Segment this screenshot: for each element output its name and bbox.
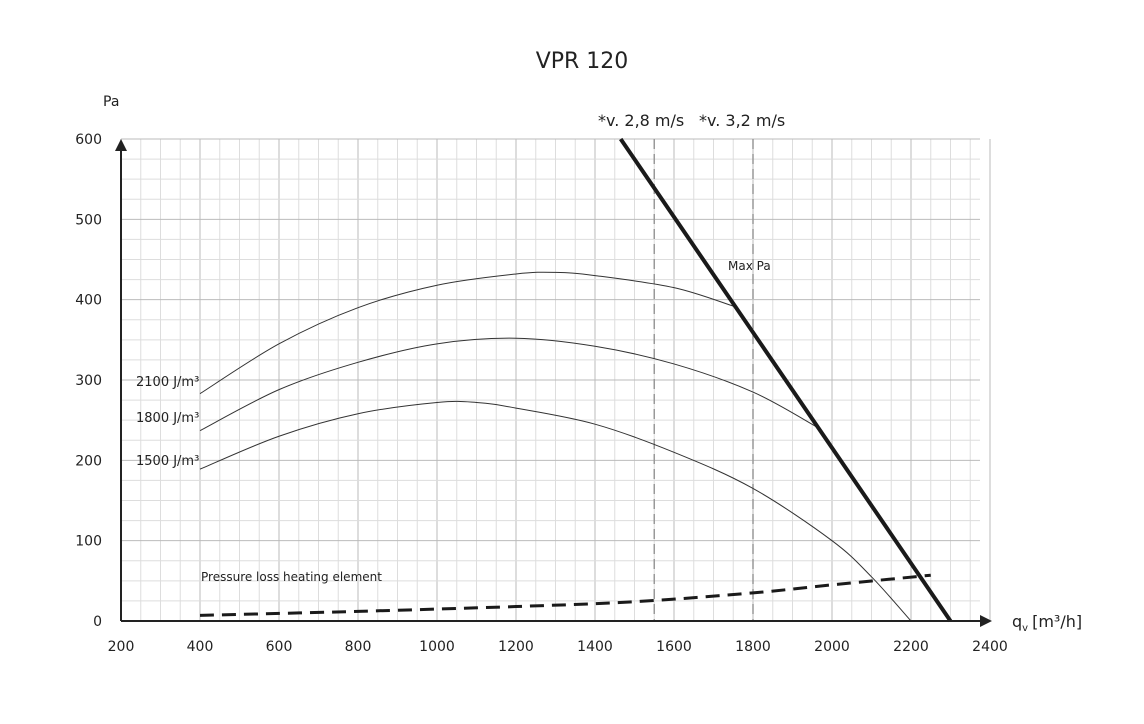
annotation-velocity-2-8: *v. 2,8 m/s: [598, 111, 684, 130]
y-tick-label: 200: [75, 453, 102, 469]
x-axis-arrow-icon: [980, 615, 992, 627]
series-line-max-pa: [619, 137, 953, 623]
axes: [115, 139, 992, 627]
series: [199, 137, 953, 623]
y-tick-label: 300: [75, 373, 102, 389]
y-tick-label: 100: [75, 534, 102, 550]
grid: [120, 138, 991, 622]
y-tick-label: 0: [93, 614, 102, 630]
series-line-1500-j-m-: [199, 400, 912, 622]
x-tick-label: 400: [187, 639, 214, 655]
chart-title: VPR 120: [536, 49, 629, 74]
velocity-lines: [653, 139, 754, 621]
series-line-2100-j-m-: [199, 271, 734, 395]
series-line-1800-j-m-: [199, 337, 817, 432]
x-tick-label: 1200: [498, 639, 534, 655]
label-2100: 2100 J/m³: [136, 375, 199, 390]
y-axis-label: Pa: [103, 94, 119, 110]
x-tick-label: 2200: [893, 639, 929, 655]
label-1800: 1800 J/m³: [136, 411, 199, 426]
x-tick-label: 600: [266, 639, 293, 655]
x-tick-label: 1600: [656, 639, 692, 655]
y-tick-label: 500: [75, 212, 102, 228]
tick-labels: 200 400 600 800 1000 1200 1400 1600 1800 2000 2200…: [75, 132, 1008, 655]
label-max-pa: Max Pa: [728, 259, 771, 273]
y-axis-arrow-icon: [115, 139, 127, 151]
x-tick-label: 800: [345, 639, 372, 655]
label-pressure-loss: Pressure loss heating element: [201, 570, 382, 584]
label-1500: 1500 J/m³: [136, 454, 199, 469]
series-line-pressure-loss-heating-element: [199, 573, 931, 617]
x-tick-label: 1800: [735, 639, 771, 655]
x-tick-label: 2400: [972, 639, 1008, 655]
x-tick-label: 1000: [419, 639, 455, 655]
x-axis-label: qv [m³/h]: [1012, 612, 1082, 634]
x-tick-label: 200: [108, 639, 135, 655]
y-tick-label: 400: [75, 293, 102, 309]
x-tick-label: 1400: [577, 639, 613, 655]
annotation-velocity-3-2: *v. 3,2 m/s: [699, 111, 785, 130]
y-tick-label: 600: [75, 132, 102, 148]
x-tick-label: 2000: [814, 639, 850, 655]
